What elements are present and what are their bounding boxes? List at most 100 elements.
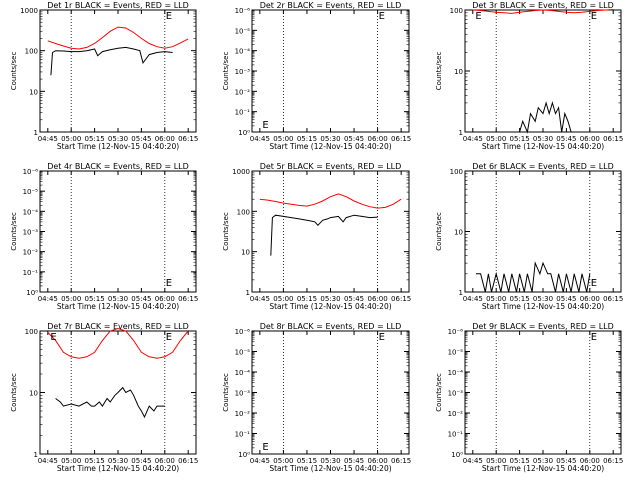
panel-title: Det 9r BLACK = Events, RED = LLD <box>472 322 614 331</box>
x-tick-label: 06:15 <box>178 135 198 143</box>
x-axis-label: Start Time (12-Nov-15 04:40:20) <box>57 302 179 311</box>
plot-frame <box>39 170 197 293</box>
panel-title: Det 7r BLACK = Events, RED = LLD <box>47 322 189 331</box>
e-marker: E <box>591 332 597 343</box>
x-tick-label: 05:00 <box>486 295 506 303</box>
x-tick-label: 06:15 <box>178 295 198 303</box>
x-tick-label: 04:45 <box>463 135 483 143</box>
x-tick-label: 05:15 <box>297 135 317 143</box>
e-marker: E <box>50 332 56 343</box>
x-tick-label: 05:00 <box>61 135 81 143</box>
x-axis-label: Start Time (12-Nov-15 04:40:20) <box>482 464 604 473</box>
y-tick-label: 10 <box>454 68 463 76</box>
events-series-line <box>270 214 378 256</box>
x-tick-label: 04:45 <box>38 457 58 465</box>
y-tick-label: 1 <box>459 129 463 137</box>
y-tick-label: 10⁻¹ <box>448 431 464 439</box>
y-tick-label: 10 <box>454 229 463 237</box>
x-axis-label: Start Time (12-Nov-15 04:40:20) <box>482 302 604 311</box>
e-marker: E <box>262 442 268 453</box>
x-tick-label: 05:30 <box>108 457 128 465</box>
y-axis-label: Counts/sec <box>435 212 443 251</box>
y-tick-label: 10⁻³ <box>448 390 464 398</box>
y-tick-label: 1 <box>459 289 463 297</box>
y-axis-label: Counts/sec <box>222 212 230 251</box>
x-tick-label: 05:30 <box>320 295 340 303</box>
y-tick-label: 10⁻¹ <box>235 109 251 117</box>
events-series-line <box>50 46 173 76</box>
detector-panel: Det 5r BLACK = Events, RED = LLD 04:45 05:… <box>222 162 411 311</box>
x-tick-label: 06:00 <box>368 457 388 465</box>
x-tick-label: 05:45 <box>344 457 364 465</box>
x-tick-label: 05:45 <box>131 135 151 143</box>
e-marker: E <box>591 278 597 289</box>
e-marker: E <box>262 120 268 131</box>
x-tick-label: 05:15 <box>510 457 530 465</box>
e-marker: E <box>379 11 385 22</box>
plot-frame <box>251 9 410 133</box>
y-tick-label: 100 <box>237 208 250 216</box>
x-tick-label: 05:15 <box>297 295 317 303</box>
y-tick-label: 10⁻² <box>235 88 251 96</box>
panel-title: Det 5r BLACK = Events, RED = LLD <box>260 162 402 171</box>
lld-series-line <box>259 193 402 209</box>
y-tick-label: 10⁻¹ <box>23 269 39 277</box>
y-tick-label: 10 <box>29 390 38 398</box>
x-tick-label: 06:00 <box>580 457 600 465</box>
x-tick-label: 06:00 <box>580 135 600 143</box>
x-tick-label: 05:00 <box>273 135 293 143</box>
e-marker: E <box>379 332 385 343</box>
x-axis-label: Start Time (12-Nov-15 04:40:20) <box>269 464 391 473</box>
x-tick-label: 05:30 <box>108 135 128 143</box>
plot-frame <box>251 330 410 455</box>
y-axis-label: Counts/sec <box>222 373 230 412</box>
y-tick-label: 10⁻⁶ <box>235 328 251 336</box>
plot-frame <box>464 330 622 455</box>
x-tick-label: 06:00 <box>155 457 175 465</box>
y-tick-label: 10 <box>29 88 38 96</box>
x-tick-label: 05:30 <box>533 457 553 465</box>
y-tick-label: 10⁻⁵ <box>235 349 251 357</box>
y-tick-label: 10⁻³ <box>235 390 251 398</box>
plot-frame <box>39 9 197 133</box>
e-marker: E <box>591 11 597 22</box>
panel-title: Det 2r BLACK = Events, RED = LLD <box>260 1 402 10</box>
x-tick-label: 06:00 <box>368 295 388 303</box>
x-tick-label: 05:15 <box>297 457 317 465</box>
x-tick-label: 06:00 <box>155 135 175 143</box>
y-axis-label: Counts/sec <box>435 373 443 412</box>
x-axis-label: Start Time (12-Nov-15 04:40:20) <box>269 142 391 151</box>
x-tick-label: 05:00 <box>486 135 506 143</box>
x-tick-label: 06:15 <box>603 135 623 143</box>
plot-frame <box>251 170 410 293</box>
e-marker: E <box>475 11 481 22</box>
x-tick-label: 05:30 <box>108 295 128 303</box>
y-tick-label: 1 <box>246 289 250 297</box>
x-tick-label: 05:15 <box>85 295 105 303</box>
y-tick-label: 10⁰ <box>26 289 38 297</box>
x-tick-label: 04:45 <box>250 457 270 465</box>
x-tick-label: 05:45 <box>344 135 364 143</box>
y-tick-label: 10⁻² <box>23 249 39 257</box>
x-tick-label: 06:15 <box>603 295 623 303</box>
x-axis-label: Start Time (12-Nov-15 04:40:20) <box>57 464 179 473</box>
y-tick-label: 10⁻⁴ <box>23 208 39 216</box>
x-tick-label: 06:00 <box>368 135 388 143</box>
events-series-line <box>55 386 165 419</box>
x-tick-label: 06:15 <box>178 457 198 465</box>
y-tick-label: 10⁻⁴ <box>235 48 251 56</box>
x-tick-label: 04:45 <box>250 295 270 303</box>
y-axis-label: Counts/sec <box>435 52 443 91</box>
x-tick-label: 04:45 <box>250 135 270 143</box>
y-axis-label: Counts/sec <box>10 52 18 91</box>
x-tick-label: 06:15 <box>603 457 623 465</box>
panel-title: Det 3r BLACK = Events, RED = LLD <box>472 1 614 10</box>
y-tick-label: 10⁻⁶ <box>235 7 251 15</box>
y-tick-label: 10⁻⁶ <box>448 328 464 336</box>
x-tick-label: 05:30 <box>320 457 340 465</box>
y-tick-label: 10⁰ <box>238 451 250 459</box>
x-axis-label: Start Time (12-Nov-15 04:40:20) <box>57 142 179 151</box>
